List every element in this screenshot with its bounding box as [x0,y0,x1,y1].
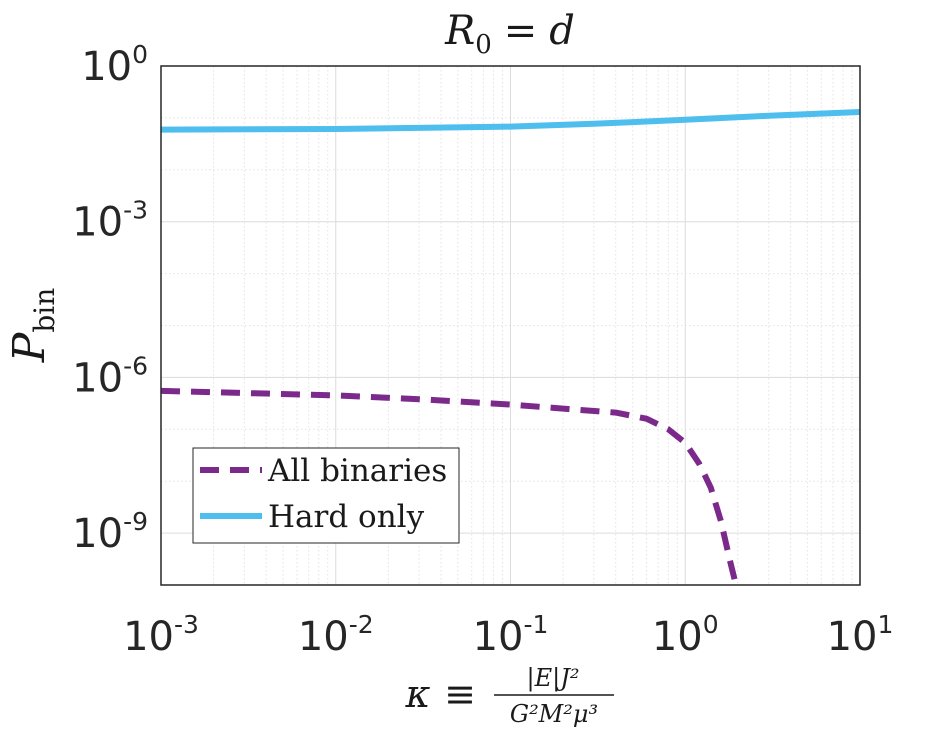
plot-frame [160,65,861,586]
y-tick-label: 10-3 [72,196,148,246]
x-axis-label: κ ≡ |E|J² G²M²μ³ [405,664,614,728]
legend-label-all-binaries: All binaries [267,453,447,489]
x-tick-label: 10-1 [473,610,549,660]
x-axis-label-denominator: G²M²μ³ [510,700,598,728]
x-tick-label: 10-2 [298,610,374,660]
legend-box [192,447,460,544]
series-layer [160,108,861,586]
x-axis-label-equiv: ≡ [444,672,476,716]
y-tick-labels: 100 10-3 10-6 10-9 [72,40,148,557]
series-line-all-binaries [160,387,739,586]
y-axis-label: Pbin [4,288,61,364]
x-tick-label: 101 [827,610,894,660]
legend: All binaries Hard only [192,447,460,544]
series-line-hard-only [160,108,861,133]
y-tick-label: 10-9 [72,507,148,557]
x-axis-label-numerator: |E|J² [527,664,580,693]
x-axis-label-kappa: κ [405,672,431,716]
y-tick-label: 100 [81,40,148,90]
x-tick-label: 100 [652,610,719,660]
legend-label-hard-only: Hard only [268,499,425,535]
y-tick-label: 10-6 [72,351,148,401]
x-tick-labels: 10-3 10-2 10-1 100 101 [123,610,893,660]
x-tick-label: 10-3 [123,610,199,660]
chart-title: R0 = d [444,8,575,60]
